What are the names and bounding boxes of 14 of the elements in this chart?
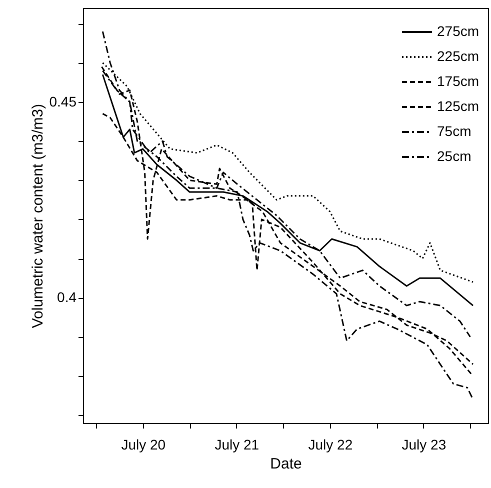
x-tick-label: July 22 — [308, 436, 353, 452]
x-tick-label: July 21 — [214, 436, 260, 452]
y-tick-label: 0.4 — [57, 289, 77, 306]
legend-label: 275cm — [437, 23, 480, 39]
y-axis-title: Volumetric water content (m3/m3) — [29, 104, 46, 328]
legend-label: 175cm — [437, 73, 480, 89]
x-tick-label: July 20 — [121, 436, 166, 452]
legend-label: 125cm — [437, 98, 480, 114]
x-tick-label: July 23 — [402, 436, 446, 452]
legend-label: 75cm — [437, 123, 472, 139]
legend-label: 25cm — [437, 148, 472, 164]
y-tick-label: 0.45 — [49, 93, 77, 110]
legend-label: 225cm — [437, 48, 480, 64]
x-axis-title: Date — [270, 456, 302, 472]
